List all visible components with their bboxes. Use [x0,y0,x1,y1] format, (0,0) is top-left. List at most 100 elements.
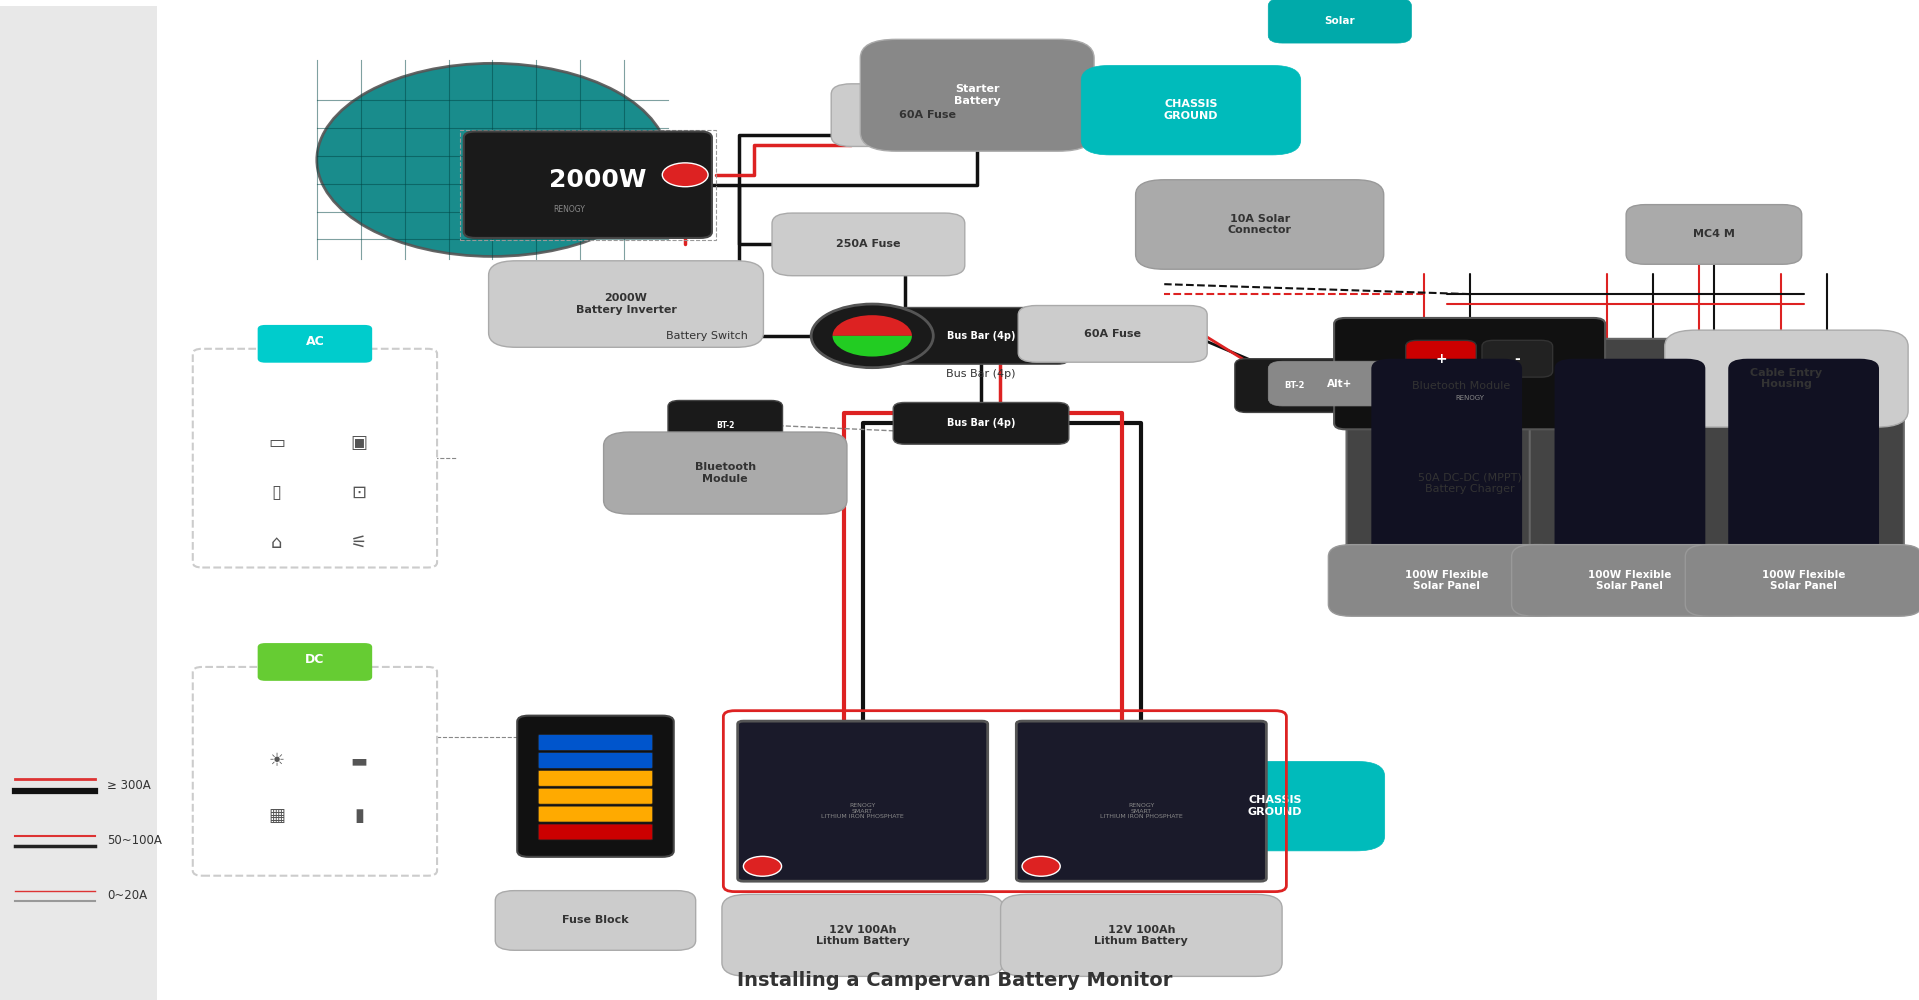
Text: Bus Bar (4p): Bus Bar (4p) [946,418,1015,428]
FancyBboxPatch shape [537,788,652,804]
Text: 2000W
Battery Inverter: 2000W Battery Inverter [576,293,677,315]
FancyBboxPatch shape [257,643,372,681]
Text: ▮: ▮ [353,807,365,825]
FancyBboxPatch shape [537,770,652,786]
FancyBboxPatch shape [1334,318,1604,429]
Text: CHASSIS
GROUND: CHASSIS GROUND [1163,99,1219,121]
FancyBboxPatch shape [1407,340,1476,377]
Text: Bluetooth
Module: Bluetooth Module [695,462,756,484]
Text: -: - [1514,352,1520,366]
Text: ⚟: ⚟ [351,534,367,552]
FancyBboxPatch shape [1625,205,1802,264]
Text: ▬: ▬ [351,752,367,770]
Text: Solar: Solar [1324,16,1355,26]
FancyBboxPatch shape [489,261,764,347]
Text: ⌂: ⌂ [271,534,282,552]
FancyBboxPatch shape [0,6,157,1000]
FancyBboxPatch shape [537,806,652,822]
FancyBboxPatch shape [1080,65,1301,155]
FancyBboxPatch shape [771,213,965,276]
Text: Cable Entry
Housing: Cable Entry Housing [1750,368,1823,389]
Text: ▭: ▭ [269,434,286,452]
FancyBboxPatch shape [860,39,1094,151]
FancyBboxPatch shape [192,667,438,876]
FancyBboxPatch shape [892,308,1069,364]
FancyBboxPatch shape [1685,545,1919,616]
FancyBboxPatch shape [892,402,1069,444]
Text: ⊡: ⊡ [351,484,367,502]
Text: CHASSIS
GROUND: CHASSIS GROUND [1247,795,1303,817]
Text: 12V 100Ah
Lithum Battery: 12V 100Ah Lithum Battery [816,925,910,946]
Text: Bus Bar (4p): Bus Bar (4p) [946,369,1015,379]
Circle shape [812,304,933,368]
Text: Bluetooth Module: Bluetooth Module [1412,381,1510,391]
Text: MC4 M: MC4 M [1693,229,1735,239]
FancyBboxPatch shape [1347,339,1547,577]
FancyBboxPatch shape [518,716,674,857]
Circle shape [1023,856,1059,876]
Text: ▦: ▦ [269,807,286,825]
FancyBboxPatch shape [1372,359,1522,563]
Text: BT-2: BT-2 [716,421,735,430]
FancyBboxPatch shape [1234,359,1353,412]
Text: Alt+: Alt+ [1328,379,1353,389]
FancyBboxPatch shape [1666,330,1907,427]
FancyBboxPatch shape [1704,339,1904,577]
Text: BT-2: BT-2 [1284,381,1305,390]
FancyBboxPatch shape [1529,339,1731,577]
FancyBboxPatch shape [192,349,438,568]
Wedge shape [833,315,912,336]
FancyBboxPatch shape [537,752,652,768]
Text: ≥ 300A: ≥ 300A [107,779,150,792]
Text: ☀: ☀ [269,752,284,770]
FancyBboxPatch shape [1017,721,1267,881]
FancyBboxPatch shape [604,432,846,514]
FancyBboxPatch shape [1000,894,1282,976]
Text: 10A Solar
Connector: 10A Solar Connector [1228,214,1291,235]
Wedge shape [833,336,912,357]
Ellipse shape [317,63,668,256]
FancyBboxPatch shape [668,400,783,450]
Text: RENOGY
SMART
LITHIUM IRON PHOSPHATE: RENOGY SMART LITHIUM IRON PHOSPHATE [1100,803,1182,819]
FancyBboxPatch shape [1554,359,1706,563]
FancyBboxPatch shape [1481,340,1552,377]
Text: 100W Flexible
Solar Panel: 100W Flexible Solar Panel [1762,570,1846,591]
FancyBboxPatch shape [1512,545,1748,616]
Circle shape [743,856,781,876]
Text: 250A Fuse: 250A Fuse [837,239,900,249]
Text: Starter
Battery: Starter Battery [954,84,1000,106]
FancyBboxPatch shape [1268,0,1410,43]
Text: 50A DC-DC (MPPT)
Battery Charger: 50A DC-DC (MPPT) Battery Charger [1418,472,1522,494]
Text: 50~100A: 50~100A [107,834,161,847]
FancyBboxPatch shape [537,824,652,840]
Text: Installing a Campervan Battery Monitor: Installing a Campervan Battery Monitor [737,971,1173,990]
Text: RENOGY: RENOGY [553,205,585,214]
FancyBboxPatch shape [537,735,652,750]
Text: Bus Bar (4p): Bus Bar (4p) [946,331,1015,341]
Text: 60A Fuse: 60A Fuse [1084,329,1142,339]
FancyBboxPatch shape [495,891,697,950]
Text: 60A Fuse: 60A Fuse [900,110,956,120]
FancyBboxPatch shape [722,894,1004,976]
Text: AC: AC [305,335,324,348]
FancyBboxPatch shape [1328,545,1566,616]
Text: 12V 100Ah
Lithum Battery: 12V 100Ah Lithum Battery [1094,925,1188,946]
FancyBboxPatch shape [464,132,712,238]
Text: RENOGY: RENOGY [1455,395,1483,401]
Text: 2000W: 2000W [549,168,647,192]
FancyBboxPatch shape [1268,361,1410,406]
Text: 100W Flexible
Solar Panel: 100W Flexible Solar Panel [1589,570,1671,591]
FancyBboxPatch shape [831,84,1025,146]
FancyBboxPatch shape [1136,180,1384,269]
Text: RENOGY
SMART
LITHIUM IRON PHOSPHATE: RENOGY SMART LITHIUM IRON PHOSPHATE [821,803,904,819]
Text: ▣: ▣ [351,434,367,452]
Text: 0~20A: 0~20A [107,889,148,902]
Text: ▯: ▯ [272,484,282,502]
FancyBboxPatch shape [257,325,372,363]
FancyBboxPatch shape [737,721,988,881]
Text: Battery Switch: Battery Switch [666,331,748,341]
Circle shape [662,163,708,187]
Text: 100W Flexible
Solar Panel: 100W Flexible Solar Panel [1405,570,1489,591]
FancyBboxPatch shape [1019,306,1207,362]
Text: DC: DC [305,653,324,666]
